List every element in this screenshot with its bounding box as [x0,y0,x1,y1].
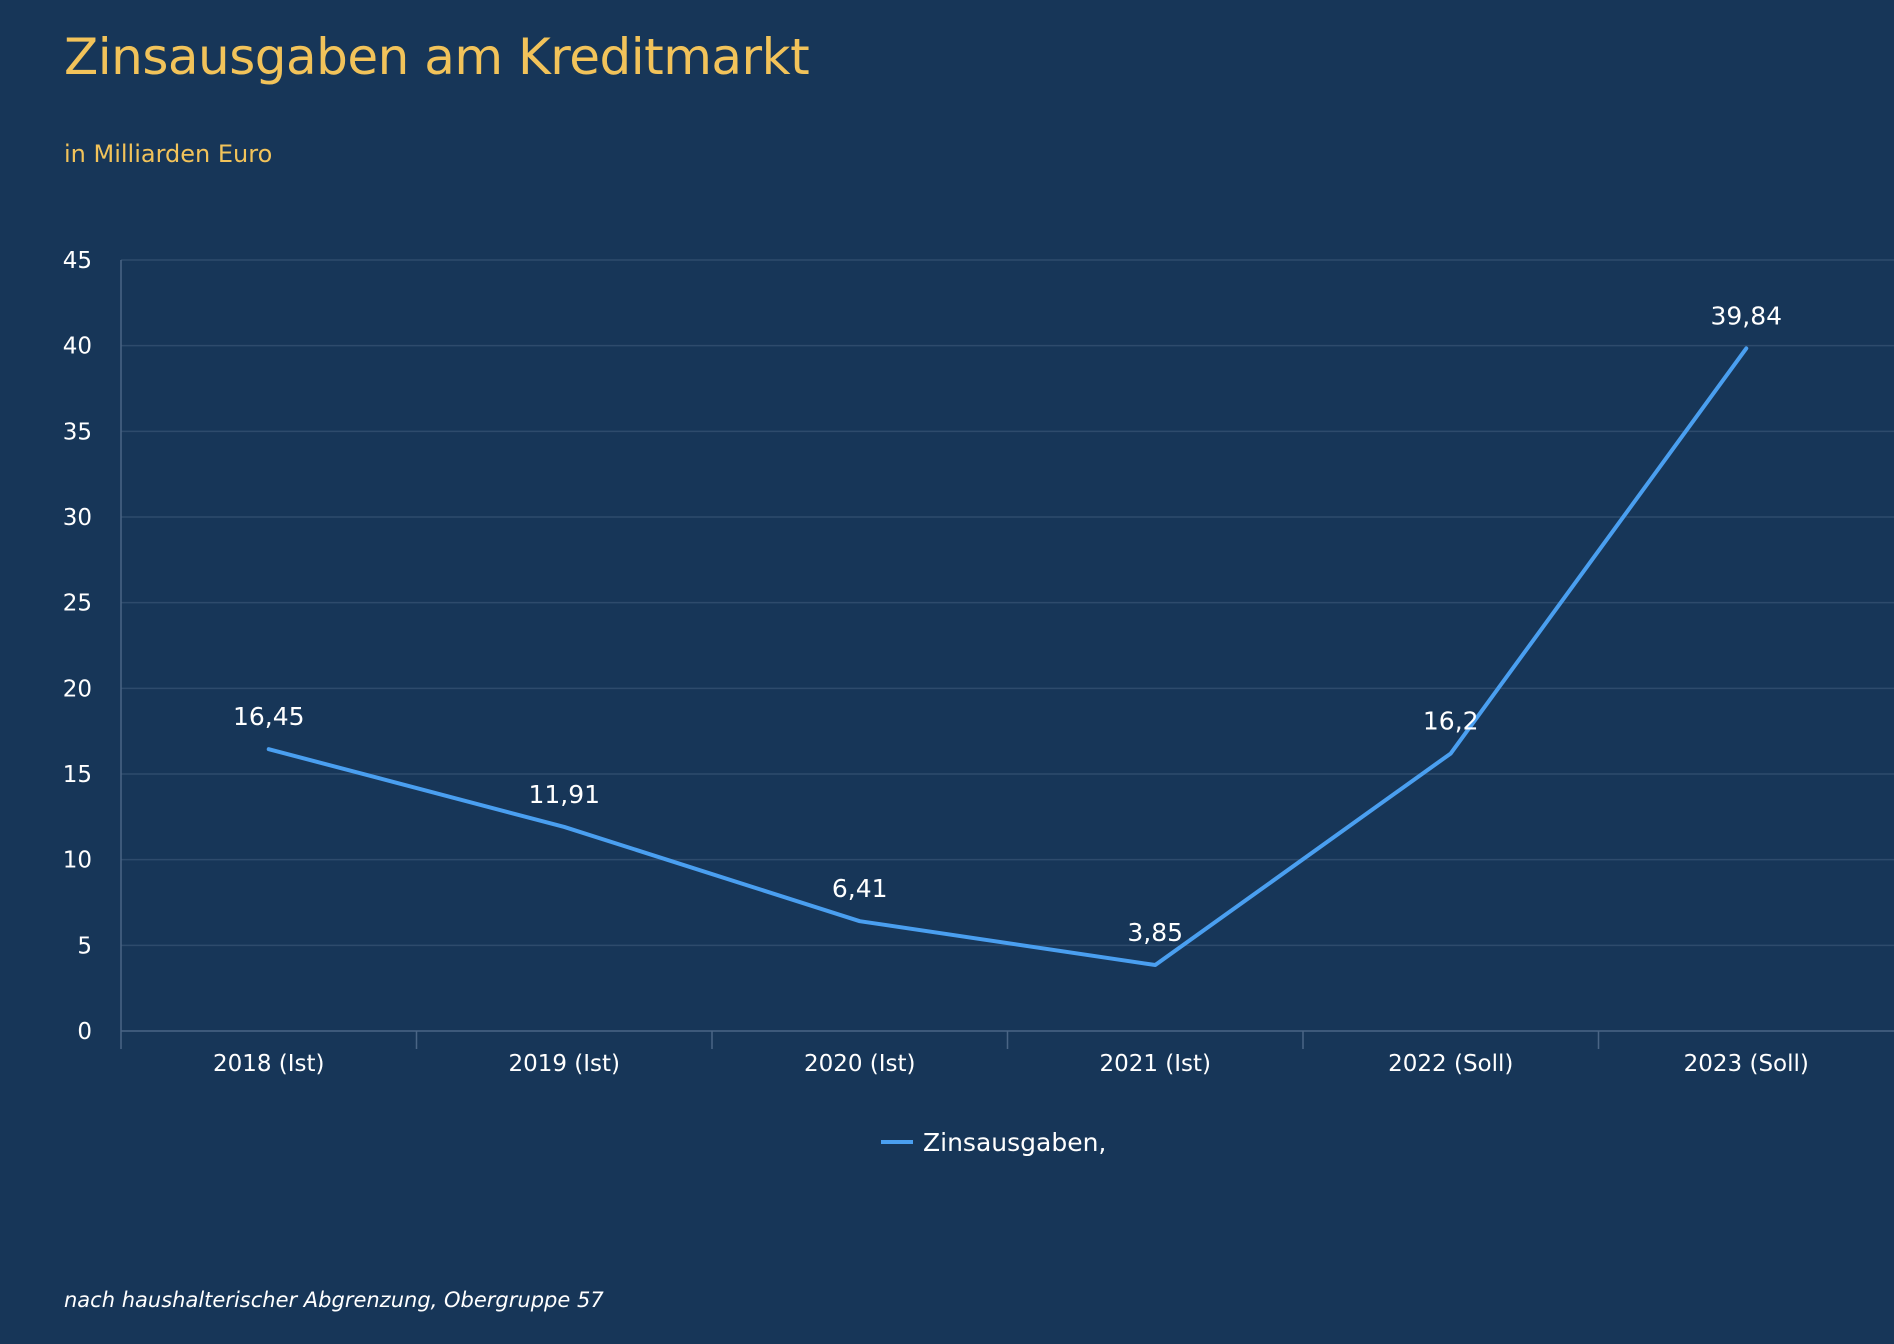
data-label: 16,2 [1423,706,1479,735]
x-tick-label: 2023 (Soll) [1684,1051,1809,1077]
x-tick-label: 2022 (Soll) [1388,1051,1513,1077]
y-tick-label: 35 [63,419,92,445]
legend-label: Zinsausgaben, [923,1128,1106,1157]
series-line [266,346,1749,968]
y-tick-label: 0 [77,1019,92,1045]
grid-lines [121,259,1894,947]
data-label: 6,41 [832,874,888,903]
x-tick-label: 2021 (Ist) [1099,1051,1211,1077]
series-lines [266,346,1749,968]
x-tick-label: 2020 (Ist) [804,1051,916,1077]
y-axis-ticks: 0 5 10 15 20 25 30 35 40 45 [63,248,92,1045]
x-axis-ticks: 2018 (Ist) 2019 (Ist) 2020 (Ist) 2021 (Ist)… [213,1051,1809,1077]
x-tick-label: 2018 (Ist) [213,1051,325,1077]
chart-title: Zinsausgaben am Kreditmarkt [64,28,810,86]
chart-subtitle: in Milliarden Euro [64,140,273,168]
y-tick-label: 25 [63,591,92,617]
axes [120,260,1894,1049]
data-label: 39,84 [1710,301,1782,330]
x-tick-label: 2019 (Ist) [508,1051,620,1077]
legend: Zinsausgaben, [881,1128,1106,1157]
y-tick-label: 30 [63,505,92,531]
data-label: 3,85 [1127,918,1183,947]
y-tick-label: 10 [63,848,92,874]
data-labels: 16,45 11,91 6,41 3,85 16,2 39,84 [233,301,1782,947]
chart-footnote: nach haushalterischer Abgrenzung, Obergr… [64,1288,604,1312]
y-tick-label: 5 [77,933,92,959]
data-label: 16,45 [233,702,305,731]
data-label: 11,91 [528,780,600,809]
y-tick-label: 15 [63,762,92,788]
y-tick-label: 20 [63,676,92,702]
y-tick-label: 40 [63,334,92,360]
y-tick-label: 45 [63,248,92,274]
